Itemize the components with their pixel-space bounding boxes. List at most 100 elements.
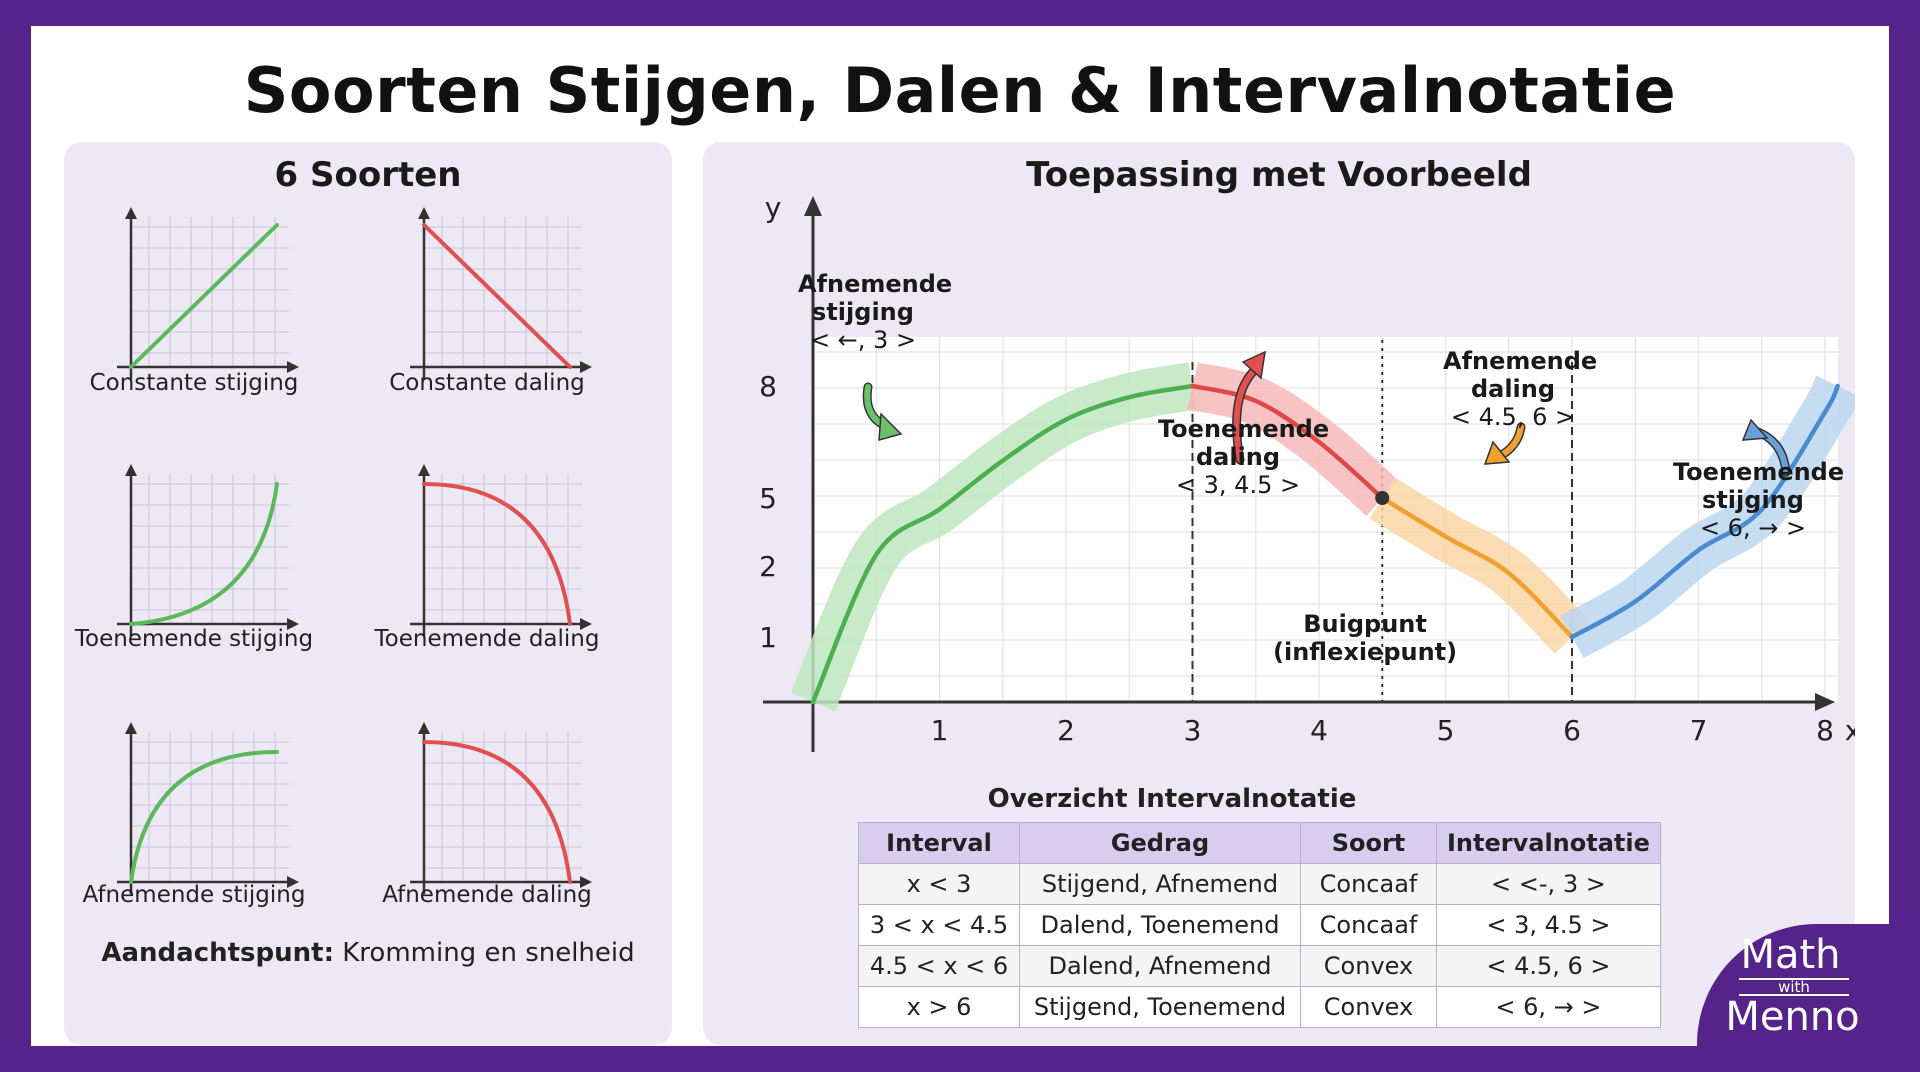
mini-graph-afnemende-daling [402, 722, 592, 902]
mini-label: Constante stijging [89, 370, 299, 396]
annotation-name: Toenemende stijging [1673, 458, 1845, 514]
x-tick-label: 2 [1057, 714, 1075, 747]
table-row: x < 3 Stijgend, Afnemend Concaaf < <-, 3… [858, 863, 1661, 905]
table-cell: x < 3 [858, 863, 1020, 905]
table-cell: Convex [1300, 986, 1437, 1028]
mini-graph-afnemende-stijging [109, 722, 299, 902]
table-cell: Convex [1300, 945, 1437, 987]
table-cell: < <-, 3 > [1436, 863, 1661, 905]
annotation-afnemende-stijging: Afnemende stijging < ←, 3 > [798, 270, 953, 354]
attention-note: Aandachtspunt: Kromming en snelheid [64, 938, 672, 968]
x-axis-arrow-icon [580, 876, 592, 888]
mini-grid [131, 732, 289, 882]
x-axis-arrow-icon [287, 361, 299, 373]
x-tick-label: 4 [1310, 714, 1328, 747]
mini-curve [129, 223, 279, 369]
math-with-menno-logo: Math with Menno [1697, 924, 1920, 1072]
arrow-afnemende-daling-icon-head [1483, 440, 1511, 465]
y-axis-label: y [765, 191, 782, 224]
mini-label: Toenemende stijging [74, 626, 314, 652]
inflection-sublabel: (inflexiepunt) [1273, 638, 1458, 666]
note-bold: Aandachtspunt: [101, 938, 334, 968]
note-text: Kromming en snelheid [333, 938, 635, 968]
x-axis-arrow-icon [580, 361, 592, 373]
table-header: Intervalnotatie [1436, 822, 1661, 864]
mini-grid [424, 732, 582, 882]
mini-grid [424, 217, 582, 367]
page-title: Soorten Stijgen, Dalen & Intervalnotatie [243, 54, 1677, 127]
x-tick-label: 6 [1563, 714, 1581, 747]
interval-table: Interval Gedrag Soort Intervalnotatie x … [858, 822, 1661, 1028]
arrow-toenemende-stijging-icon-head [1741, 418, 1769, 441]
y-axis-arrow-icon [418, 722, 430, 734]
x-axis-arrow-icon [1815, 693, 1835, 711]
arrow-toenemende-daling-icon [1233, 364, 1261, 463]
annotation-toenemende-stijging: Toenemende stijging < 6, → > [1673, 458, 1845, 542]
plot-area [813, 337, 1838, 702]
curve-segment [1190, 383, 1385, 501]
x-axis-label: x [1845, 714, 1855, 747]
y-axis-arrow-icon [125, 722, 137, 734]
curve-segment [1380, 495, 1575, 640]
table-header-row: Interval Gedrag Soort Intervalnotatie [858, 822, 1661, 864]
table-cell: Concaaf [1300, 904, 1437, 946]
types-panel-title: 6 Soorten [274, 155, 462, 195]
arrow-toenemende-daling-icon-head [1241, 350, 1266, 380]
table-cell: x > 6 [858, 986, 1020, 1028]
y-axis-arrow-icon [125, 207, 137, 219]
annotation-interval: < 6, → > [1699, 514, 1807, 542]
mini-curve [129, 482, 279, 626]
inflection-label: Buigpunt [1303, 610, 1427, 638]
table-cell: Dalend, Toenemend [1019, 904, 1301, 946]
logo-line-1: Math [1740, 932, 1841, 978]
mini-curve [422, 482, 572, 626]
table-header: Gedrag [1019, 822, 1301, 864]
annotation-name: Afnemende stijging [798, 270, 953, 326]
table-header: Interval [858, 822, 1020, 864]
mini-curve [422, 740, 572, 884]
x-tick-label: 5 [1437, 714, 1455, 747]
y-axis-arrow-icon [804, 196, 822, 216]
annotation-interval: < ←, 3 > [809, 326, 917, 354]
mini-label: Afnemende stijging [82, 882, 306, 908]
annotation-name: Afnemende daling [1443, 347, 1598, 403]
inflection-point-label: Buigpunt (inflexiepunt) [1273, 610, 1457, 666]
mini-grid [131, 217, 289, 367]
inflection-point-marker [1375, 491, 1390, 505]
table-cell: 3 < x < 4.5 [858, 904, 1020, 946]
annotation-afnemende-daling: Afnemende daling < 4.5, 6 > [1443, 347, 1598, 431]
mini-graph-toenemende-daling [402, 464, 592, 644]
annotation-interval: < 4.5, 6 > [1450, 403, 1576, 431]
mini-graph-constante-daling [402, 207, 592, 387]
mini-graph-constante-stijging [109, 207, 299, 387]
mini-curve [129, 750, 279, 884]
x-axis-arrow-icon [287, 876, 299, 888]
x-tick-label: 7 [1690, 714, 1708, 747]
x-tick-label: 1 [931, 714, 949, 747]
annotation-name: Toenemende daling [1158, 415, 1330, 471]
mini-grid [424, 474, 582, 624]
table-header: Soort [1300, 822, 1437, 864]
table-cell: Concaaf [1300, 863, 1437, 905]
table-cell: < 3, 4.5 > [1436, 904, 1661, 946]
logo-line-2: with [1739, 978, 1849, 996]
table-title: Overzicht Intervalnotatie [987, 784, 1357, 814]
table-cell: Stijgend, Afnemend [1019, 863, 1301, 905]
types-panel: 6 Soorten Constante stijging Constante d… [64, 142, 672, 1045]
table-row: x > 6 Stijgend, Toenemend Convex < 6, → … [858, 986, 1661, 1028]
y-tick-label: 5 [759, 482, 777, 515]
x-tick-label: 3 [1184, 714, 1202, 747]
mini-label: Constante daling [389, 370, 585, 396]
frame: Soorten Stijgen, Dalen & Intervalnotatie… [31, 26, 1889, 1046]
y-tick-label: 1 [759, 621, 777, 654]
x-tick-label: 8 [1816, 714, 1834, 747]
arrow-afnemende-stijging-icon-head [878, 412, 903, 442]
x-axis-arrow-icon [580, 618, 592, 630]
table-cell: 4.5 < x < 6 [858, 945, 1020, 987]
y-tick-label: 2 [759, 550, 777, 583]
curve-segment [1569, 383, 1840, 640]
annotation-toenemende-daling: Toenemende daling < 3, 4.5 > [1158, 415, 1330, 499]
mini-graph-toenemende-stijging [109, 464, 299, 644]
x-axis-arrow-icon [287, 618, 299, 630]
